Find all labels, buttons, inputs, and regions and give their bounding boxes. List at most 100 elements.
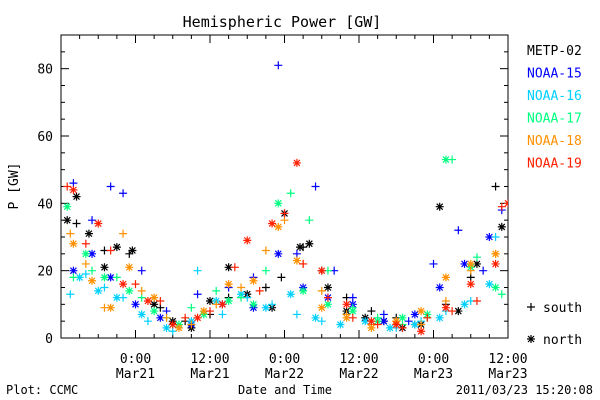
marker-south-noaa-17 <box>497 290 506 299</box>
x-tick-label-date: Mar23 <box>488 367 527 382</box>
marker-south-noaa-16 <box>292 310 301 319</box>
series-noaa-15 <box>69 61 518 329</box>
marker-south-noaa-16 <box>168 327 177 336</box>
marker-north-noaa-17 <box>274 199 283 208</box>
marker-south-noaa-19 <box>81 239 90 248</box>
marker-north-noaa-18 <box>274 222 283 231</box>
marker-north-noaa-18 <box>292 256 301 265</box>
marker-south-noaa-19 <box>398 323 407 332</box>
marker-south-noaa-18 <box>137 286 146 295</box>
marker-north-noaa-16 <box>485 280 494 289</box>
marker-north-metp-02 <box>100 263 109 272</box>
marker-south-noaa-17 <box>112 273 121 282</box>
marker-north-noaa-19 <box>268 219 277 228</box>
marker-south-noaa-16 <box>66 290 75 299</box>
marker-north-metp-02 <box>128 246 137 255</box>
marker-north-noaa-16 <box>435 313 444 322</box>
marker-north-noaa-15 <box>510 273 518 281</box>
marker-north-noaa-18 <box>510 304 518 312</box>
y-tick-label: 0 <box>45 332 53 347</box>
marker-north-metp-02 <box>516 294 524 302</box>
marker-south-metp-02 <box>277 273 286 282</box>
series-noaa-19 <box>63 158 524 336</box>
marker-north-noaa-15 <box>485 233 494 241</box>
marker-north-noaa-16 <box>386 323 395 332</box>
marker-south-noaa-17 <box>261 266 270 275</box>
marker-south-noaa-16 <box>510 220 518 228</box>
marker-north-noaa-15 <box>88 249 97 258</box>
series-metp-02 <box>63 182 524 332</box>
marker-north-noaa-19 <box>504 199 508 208</box>
marker-north-metp-02 <box>112 243 121 252</box>
marker-south-noaa-17 <box>69 273 78 282</box>
marker-south-noaa-15 <box>88 216 97 225</box>
marker-north-noaa-19 <box>516 267 524 275</box>
marker-south-noaa-19 <box>448 307 457 316</box>
marker-south-noaa-15 <box>69 179 78 188</box>
marker-south-noaa-19 <box>323 293 332 302</box>
marker-south-noaa-18 <box>81 259 90 268</box>
legend: METP-02 NOAA-15 NOAA-16 NOAA-17 NOAA-18 NOAA-… <box>527 44 582 348</box>
marker-north-noaa-15 <box>379 317 388 326</box>
marker-south-noaa-15 <box>429 259 438 268</box>
marker-south-noaa-19 <box>255 286 264 295</box>
marker-north-noaa-18 <box>199 307 208 316</box>
marker-north-noaa-19 <box>243 236 252 245</box>
marker-south-noaa-15 <box>454 226 463 235</box>
marker-north-noaa-18 <box>317 303 326 312</box>
marker-south-noaa-17 <box>516 304 524 312</box>
marker-north-noaa-16 <box>311 313 320 322</box>
marker-north-metp-02 <box>454 307 463 316</box>
x-tick-label-date: Mar21 <box>116 367 155 382</box>
marker-north-noaa-15 <box>460 259 469 268</box>
marker-south-noaa-16 <box>491 233 500 241</box>
marker-north-noaa-16 <box>137 310 146 319</box>
marker-north-noaa-19 <box>491 259 500 268</box>
marker-south-noaa-18 <box>261 246 270 255</box>
marker-north-metp-02 <box>435 202 444 211</box>
marker-north-metp-02 <box>497 222 506 231</box>
marker-north-noaa-17 <box>63 202 72 211</box>
marker-south-noaa-15 <box>193 290 202 299</box>
x-tick-label-time: 12:00 <box>190 352 229 367</box>
marker-north-noaa-15 <box>274 249 283 258</box>
marker-south-metp-02 <box>156 303 165 312</box>
marker-south-noaa-17 <box>212 286 221 295</box>
marker-north-noaa-16 <box>94 286 103 295</box>
legend-entry-noaa-17: NOAA-17 <box>527 112 582 127</box>
marker-north-metp-02 <box>63 216 72 225</box>
marker-south-noaa-18 <box>237 283 246 292</box>
marker-north-metp-02 <box>305 239 314 248</box>
marker-south-noaa-17 <box>137 293 146 302</box>
marker-south-metp-02 <box>510 287 518 295</box>
marker-south-noaa-18 <box>66 229 75 238</box>
data-markers <box>63 61 524 336</box>
marker-north-noaa-18 <box>106 303 115 312</box>
marker-south-noaa-16 <box>143 317 152 326</box>
marker-north-noaa-17 <box>441 155 450 164</box>
marker-north-noaa-19 <box>392 320 401 329</box>
marker-south-noaa-18 <box>280 216 289 225</box>
marker-north-noaa-18 <box>417 307 426 316</box>
y-axis: 0 20 40 60 80 <box>37 34 508 347</box>
marker-south-metp-02 <box>261 283 270 292</box>
marker-north-noaa-17 <box>398 313 407 322</box>
marker-north-noaa-15 <box>156 313 165 322</box>
marker-north-metp-02 <box>472 259 481 268</box>
marker-north-noaa-17 <box>81 249 90 258</box>
marker-south-noaa-18 <box>417 320 426 329</box>
marker-south-noaa-19 <box>280 209 289 218</box>
marker-south-noaa-17 <box>286 189 295 198</box>
chart-title: Hemispheric Power [GW] <box>183 13 382 31</box>
marker-north-noaa-17 <box>348 307 357 316</box>
marker-north-noaa-16 <box>336 320 345 329</box>
marker-south-noaa-19 <box>472 296 481 305</box>
marker-north-noaa-16 <box>112 293 121 302</box>
marker-north-noaa-17 <box>491 283 500 292</box>
legend-symbol-label-north: north <box>543 333 582 348</box>
marker-north-metp-02 <box>206 296 214 305</box>
marker-north-noaa-19 <box>342 300 351 309</box>
marker-north-noaa-18 <box>466 259 475 268</box>
x-tick-label-time: 0:00 <box>418 352 449 367</box>
marker-north-noaa-16 <box>361 317 370 326</box>
